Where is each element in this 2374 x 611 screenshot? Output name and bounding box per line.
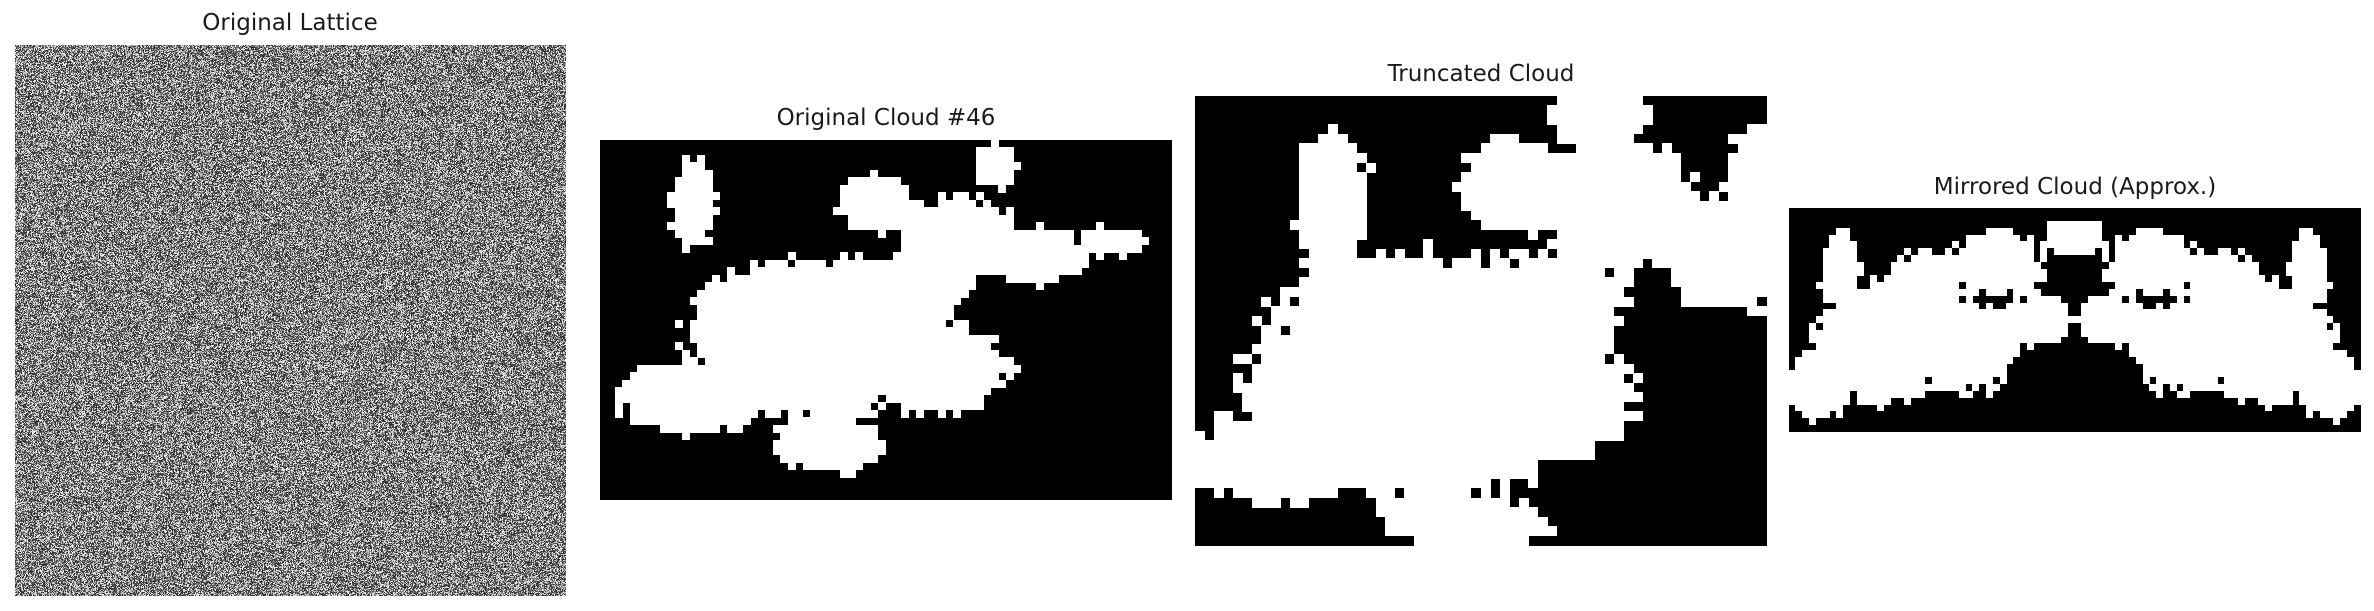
panel-title-original-cloud: Original Cloud #46: [776, 105, 996, 131]
truncated-cloud-image: [1195, 96, 1767, 546]
mirrored-cloud-image: [1789, 208, 2361, 432]
panel-title-mirrored-cloud: Mirrored Cloud (Approx.): [1933, 174, 2217, 200]
panel-title-original-lattice: Original Lattice: [202, 10, 378, 36]
original-cloud-image: [600, 140, 1172, 500]
panel-title-truncated-cloud: Truncated Cloud: [1387, 61, 1575, 87]
original-lattice-image: [15, 45, 566, 596]
